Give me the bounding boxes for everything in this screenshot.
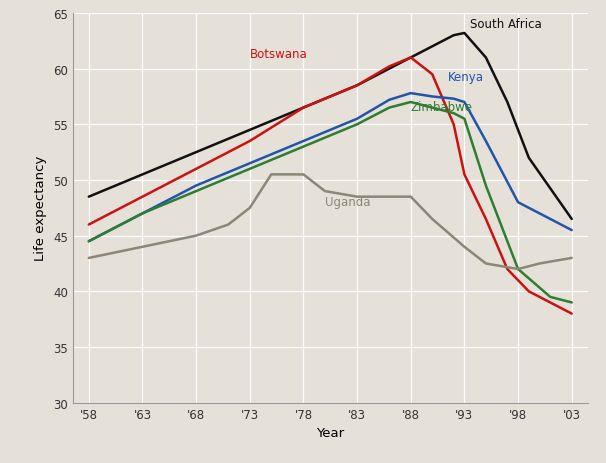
Text: Kenya: Kenya (448, 71, 484, 84)
Text: Uganda: Uganda (325, 195, 370, 208)
Text: Botswana: Botswana (250, 48, 307, 61)
Text: South Africa: South Africa (470, 18, 542, 31)
X-axis label: Year: Year (316, 426, 344, 439)
Y-axis label: Life expectancy: Life expectancy (35, 156, 47, 261)
Text: Zimbabwe: Zimbabwe (411, 101, 473, 114)
